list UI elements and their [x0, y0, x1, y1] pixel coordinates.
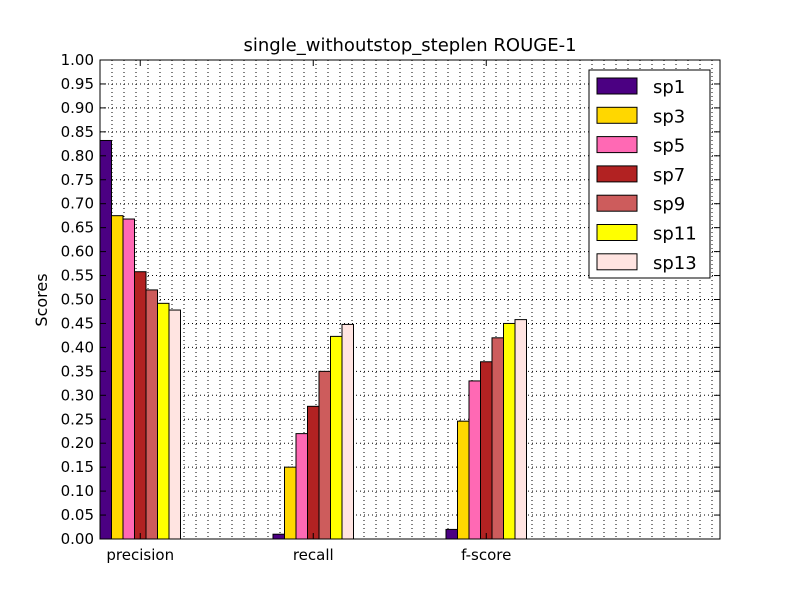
y-tick-label: 0.45	[61, 314, 94, 332]
y-tick-label: 0.95	[61, 75, 94, 93]
legend-swatch-sp9	[596, 194, 638, 212]
y-tick-label: 0.00	[61, 530, 94, 548]
legend-label-sp13: sp13	[653, 253, 697, 274]
legend-swatch-sp1	[596, 77, 638, 95]
bar-sp3-precision	[111, 215, 124, 540]
y-tick-label: 0.90	[61, 99, 94, 117]
bar-sp5-f-score	[468, 380, 481, 540]
y-tick-label: 0.35	[61, 362, 94, 380]
y-tick-label: 0.85	[61, 123, 94, 141]
y-axis-label: Scores	[32, 273, 51, 326]
legend-swatch-sp3	[596, 106, 638, 124]
bar-sp13-recall	[341, 323, 354, 540]
y-tick-label: 0.05	[61, 506, 94, 524]
y-tick-label: 0.55	[61, 267, 94, 285]
y-tick-label: 0.40	[61, 338, 94, 356]
chart-title: single_withoutstop_steplen ROUGE-1	[243, 35, 576, 56]
bar-sp11-f-score	[503, 322, 516, 540]
legend-label-sp7: sp7	[653, 165, 685, 186]
bar-sp7-recall	[307, 405, 320, 540]
y-tick-label: 0.75	[61, 171, 94, 189]
y-tick-label: 0.60	[61, 243, 94, 261]
bar-sp1-recall	[272, 533, 285, 540]
bar-sp5-precision	[122, 218, 135, 540]
y-tick-label: 0.15	[61, 458, 94, 476]
bar-sp13-precision	[168, 309, 181, 540]
bar-sp1-f-score	[445, 528, 458, 540]
x-tick-label-recall: recall	[293, 546, 334, 564]
legend: sp1 sp3 sp5 sp7 sp9 sp11 sp13	[588, 69, 711, 279]
bar-sp3-recall	[284, 466, 297, 540]
bar-sp9-recall	[318, 370, 331, 540]
legend-swatch-sp7	[596, 165, 638, 183]
y-tick-label: 1.00	[61, 51, 94, 69]
legend-label-sp3: sp3	[653, 106, 685, 127]
bar-sp3-f-score	[457, 420, 470, 540]
y-tick-label: 0.70	[61, 195, 94, 213]
legend-swatch-sp5	[596, 136, 638, 154]
bar-sp5-recall	[295, 433, 308, 540]
bar-sp1-precision	[99, 139, 112, 540]
bar-sp13-f-score	[514, 319, 527, 540]
legend-label-sp9: sp9	[653, 194, 685, 215]
bar-sp11-precision	[157, 302, 170, 540]
y-tick-label: 0.50	[61, 291, 94, 309]
x-tick-label-precision: precision	[106, 546, 174, 564]
legend-swatch-sp11	[596, 224, 638, 241]
legend-label-sp5: sp5	[653, 136, 685, 157]
y-tick-label: 0.80	[61, 147, 94, 165]
y-tick-label: 0.10	[61, 482, 94, 500]
y-axis-ticks: 0.00 0.05 0.10 0.15 0.20 0.25 0.30 0.35 0.40 0.45…	[61, 51, 720, 548]
bars	[99, 139, 527, 540]
bar-sp7-precision	[134, 271, 147, 540]
y-tick-label: 0.65	[61, 219, 94, 237]
y-tick-label: 0.30	[61, 386, 94, 404]
legend-label-sp11: sp11	[653, 224, 697, 245]
bar-sp9-f-score	[491, 337, 504, 540]
y-tick-label: 0.20	[61, 434, 94, 452]
x-tick-label-f-score: f-score	[461, 546, 511, 564]
legend-label-sp1: sp1	[653, 77, 685, 98]
legend-swatch-sp13	[596, 253, 638, 271]
x-axis-ticks: precision recall f-score	[106, 60, 511, 564]
bar-sp7-f-score	[480, 361, 493, 540]
y-tick-label: 0.25	[61, 410, 94, 428]
bar-sp11-recall	[330, 335, 343, 540]
bar-sp9-precision	[145, 289, 158, 540]
